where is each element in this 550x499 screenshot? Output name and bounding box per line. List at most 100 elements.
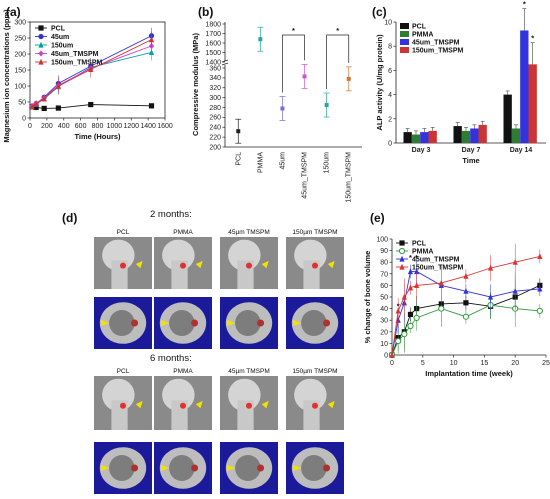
column-label-d: 45µm TMSPM — [228, 229, 270, 236]
data-point-a — [33, 104, 39, 111]
data-point-e — [389, 351, 395, 358]
bone-cavity-d — [301, 310, 327, 336]
panel-label-e: (e) — [370, 211, 385, 225]
y-tick-label-e: 80 — [380, 260, 388, 267]
legend-label-a: PCL — [51, 26, 66, 33]
y-tick-label-c: 8 — [388, 44, 392, 51]
bar-c — [478, 124, 487, 143]
bar-c — [470, 128, 479, 143]
data-point-e — [462, 313, 470, 320]
timepoint-heading-d: 6 months: — [150, 353, 192, 364]
x-axis-label-a: Time (Hours) — [74, 132, 121, 141]
data-point-e — [413, 314, 420, 321]
y-tick-label-b: 200 — [209, 144, 221, 151]
yellow-arrow-d — [226, 464, 236, 472]
bar-c — [428, 130, 437, 143]
legend-marker-a — [38, 58, 44, 65]
legend-label-a: 150um_TMSPM — [51, 60, 103, 67]
y-tick-label-b: 360 — [209, 65, 221, 72]
panel-label-c: (c) — [372, 5, 387, 19]
data-point-a — [88, 101, 94, 108]
yellow-arrow-d — [135, 260, 143, 269]
y-tick-label-e: 10 — [380, 341, 388, 348]
column-label-d: PCL — [117, 368, 130, 375]
y-tick-label-c: 0 — [388, 141, 392, 148]
data-point-e — [487, 264, 494, 271]
significance-star-b: * — [292, 26, 295, 35]
legend-marker-a — [38, 41, 44, 48]
y-tick-label-b: 1700 — [205, 31, 221, 38]
data-point-b — [258, 37, 263, 42]
implant-marker-d — [257, 464, 265, 472]
series-line-e — [391, 284, 541, 356]
y-tick-label-b: 240 — [209, 125, 221, 132]
data-point-e — [537, 253, 543, 259]
y-tick-label-a: 50 — [18, 100, 26, 107]
data-point-e — [395, 337, 402, 345]
y-tick-label-b: 1600 — [205, 40, 221, 47]
y-tick-label-c: 4 — [388, 92, 392, 99]
y-tick-label-a: 0 — [22, 116, 26, 123]
yellow-arrow-d — [261, 260, 269, 269]
bar-c — [511, 128, 521, 143]
y-tick-label-e: 20 — [380, 329, 388, 336]
legend-label-e: 45um_TMSPM — [412, 257, 460, 264]
legend-label-c: 45um_TMSPM — [412, 40, 460, 47]
y-tick-label-b: 1400 — [205, 59, 221, 66]
yellow-arrow-d — [100, 319, 110, 327]
timepoint-heading-d: 2 months: — [150, 209, 192, 220]
series-line-e — [391, 271, 540, 356]
legend-label-a: 45um_TMSPM — [51, 51, 99, 58]
data-point-b — [280, 106, 285, 111]
y-tick-label-c: 2 — [388, 116, 392, 123]
y-tick-label-e: 60 — [380, 283, 388, 290]
legend-marker-a — [38, 33, 44, 40]
column-label-d: PCL — [117, 229, 130, 236]
x-tick-label-a: 1400 — [140, 123, 156, 130]
y-tick-label-a: 300 — [14, 20, 26, 27]
legend-label-e: 150um_TMSPM — [412, 265, 464, 272]
y-tick-label-a: 100 — [14, 84, 26, 91]
red-marker-d — [312, 402, 318, 409]
data-point-e — [512, 288, 518, 294]
x-tick-label-b: 45um — [279, 152, 286, 170]
data-point-e — [438, 305, 445, 312]
data-point-e — [537, 285, 543, 292]
implant-marker-d — [131, 319, 139, 327]
yellow-arrow-d — [226, 319, 236, 327]
x-tick-label-a: 1600 — [157, 123, 173, 130]
implant-marker-d — [323, 319, 331, 327]
data-point-e — [401, 293, 407, 300]
y-tick-label-b: 340 — [209, 75, 221, 82]
legend-label-c: PMMA — [412, 32, 433, 39]
legend-marker-e — [399, 255, 405, 262]
data-point-e — [395, 307, 401, 314]
data-point-e — [463, 300, 469, 306]
red-marker-d — [120, 262, 126, 269]
legend-label-a: 45um — [51, 34, 69, 41]
yellow-arrow-d — [292, 319, 302, 327]
data-point-e — [407, 284, 414, 291]
x-tick-label-e: 15 — [481, 360, 489, 367]
x-tick-label-a: 200 — [41, 123, 53, 130]
y-tick-label-c: 10 — [384, 20, 392, 27]
bone-cavity-d — [169, 310, 195, 336]
bone-cavity-d — [235, 455, 261, 481]
data-point-b — [346, 76, 351, 81]
x-tick-label-a: 600 — [75, 123, 87, 130]
legend-label-a: 150um — [51, 43, 73, 50]
data-point-a — [148, 103, 155, 109]
data-point-b — [324, 103, 329, 108]
data-point-e — [487, 293, 494, 300]
legend-marker-e — [398, 247, 406, 255]
y-axis-label-e: % change of bone volume — [363, 251, 372, 344]
legend-swatch-c — [400, 39, 409, 45]
column-label-d: PMMA — [173, 368, 193, 375]
legend-label-e: PCL — [412, 241, 427, 248]
column-label-d: 150µm TMSPM — [292, 368, 337, 375]
x-tick-label-a: 1000 — [107, 123, 123, 130]
data-point-e — [438, 279, 444, 286]
y-tick-label-a: 150 — [14, 68, 26, 75]
x-tick-label-b: PMMA — [257, 152, 264, 173]
yellow-arrow-d — [327, 400, 335, 409]
